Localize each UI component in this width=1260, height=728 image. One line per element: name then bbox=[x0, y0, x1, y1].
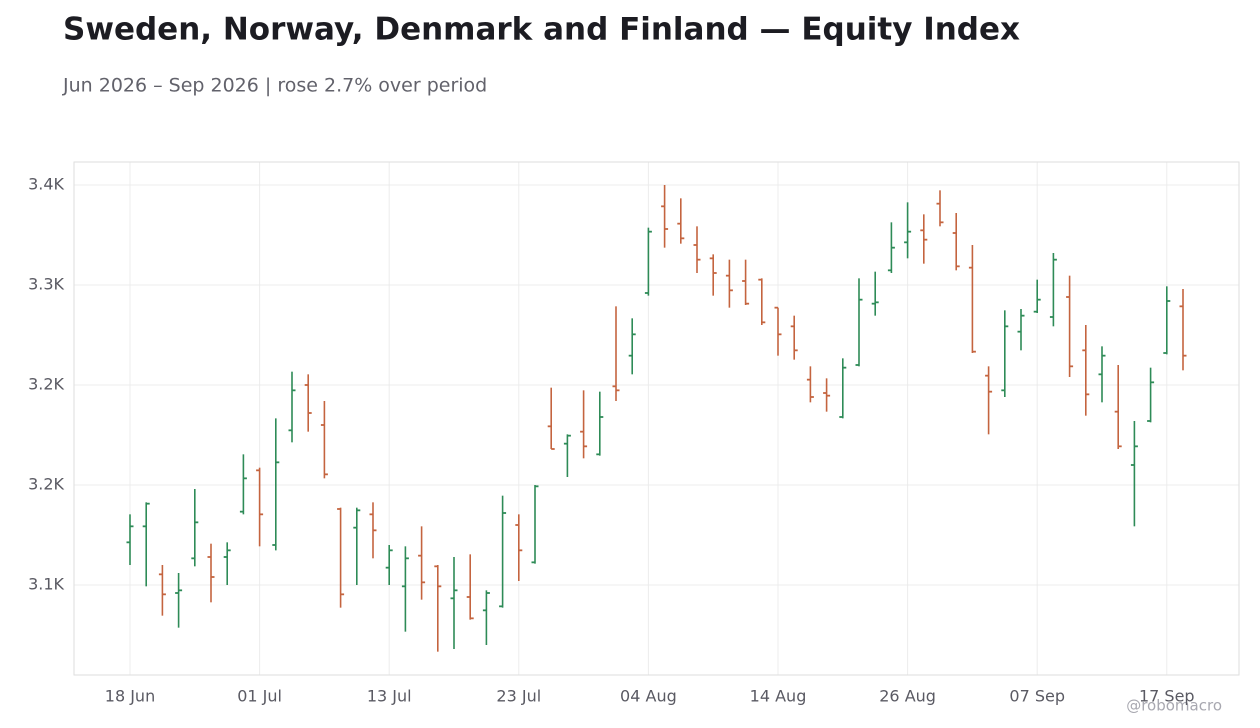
chart-subtitle: Jun 2026 – Sep 2026 | rose 2.7% over per… bbox=[62, 75, 487, 97]
chart-title: Sweden, Norway, Denmark and Finland — Eq… bbox=[63, 12, 1020, 48]
x-tick-label: 23 Jul bbox=[496, 687, 541, 706]
watermark: @robomacro bbox=[1126, 697, 1222, 715]
x-tick-label: 17 Sep bbox=[1139, 687, 1195, 706]
y-tick-label: 3.1K bbox=[28, 575, 64, 594]
y-tick-label: 3.2K bbox=[28, 375, 64, 394]
y-tick-label: 3.3K bbox=[28, 275, 64, 294]
x-tick-label: 18 Jun bbox=[105, 687, 155, 706]
x-tick-label: 13 Jul bbox=[367, 687, 412, 706]
x-tick-label: 07 Sep bbox=[1009, 687, 1065, 706]
y-tick-label: 3.2K bbox=[28, 475, 64, 494]
x-tick-label: 26 Aug bbox=[879, 687, 936, 706]
x-tick-label: 04 Aug bbox=[620, 687, 677, 706]
plot-frame bbox=[73, 161, 1240, 676]
x-tick-label: 01 Jul bbox=[237, 687, 282, 706]
y-tick-label: 3.4K bbox=[28, 175, 64, 194]
x-tick-label: 14 Aug bbox=[750, 687, 807, 706]
